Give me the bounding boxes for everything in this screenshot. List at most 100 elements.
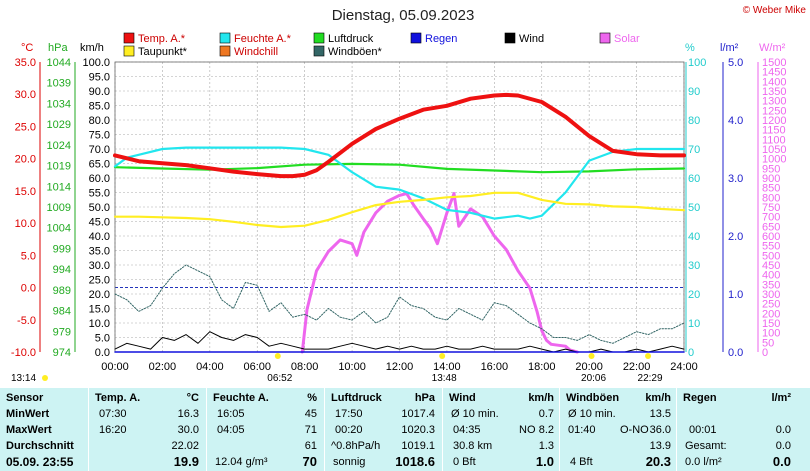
kmh-axis-tick: 40.0 [89,231,110,243]
kmh-axis-tick: 30.0 [89,260,110,272]
kmh-axis-tick: 95.0 [89,72,110,84]
solar-axis-tick: 1400 [762,76,786,88]
hpa-axis-tick: 1034 [47,98,71,110]
rain-axis-tick: 5.0 [728,57,743,69]
solar-axis-tick: 1150 [762,125,786,137]
temp-max-time: 16:20 [99,424,127,436]
marker-icon [274,353,281,359]
temp-min: 16.3 [177,408,199,420]
humidity-absolute: 12.04 g/m³ [215,456,268,468]
kmh-axis-tick: 55.0 [89,188,110,200]
wind-avg: 0.7 [538,408,554,420]
rain-header: Regen [683,392,717,404]
temp-axis-tick: 10.0 [15,218,36,230]
pressure-min: 1017.4 [401,408,435,420]
gusts-current: 20.3 [645,454,671,469]
humidity-unit: % [307,392,317,404]
kmh-axis-tick: 80.0 [89,115,110,127]
legend-label: Feuchte A.* [234,33,292,45]
x-tick-label: 16:00 [481,361,509,373]
rain-axis-tick: 1.0 [728,289,743,301]
wind-max-time: 04:35 [453,424,481,436]
humidity-header: Feuchte A. [213,392,269,404]
temp-axis-tick: 5.0 [21,250,36,262]
pct-axis-tick: 80 [688,115,700,127]
legend-swatch [123,45,135,57]
sensor-header: Sensor [6,392,44,404]
wind-avg-label: Ø 10 min. [451,408,499,420]
humidity-min: 45 [304,408,317,420]
solar-axis-tick: 350 [762,279,780,291]
temp-axis-tick: -10.0 [11,347,36,359]
gusts-unit: km/h [645,392,671,404]
current-datetime: 05.09. 23:55 [6,455,74,469]
solar-axis-tick: 850 [762,183,780,195]
marker-icon [645,353,652,359]
x-tick-label: 10:00 [338,361,366,373]
solar-axis-tick: 450 [762,260,780,272]
solar-axis-tick: 600 [762,231,780,243]
solar-axis-tick: 1200 [762,115,786,127]
pressure-max: 1020.3 [401,424,435,436]
hpa-axis-tick: 989 [53,285,71,297]
rain-today: 0.0 l/m² [685,456,722,468]
statistics-table: Sensor MinWert MaxWert Durchschnitt 05.0… [0,388,810,471]
hpa-axis-tick: 1044 [47,57,71,69]
solar-axis-tick: 150 [762,318,780,330]
temp-header: Temp. A. [95,392,141,404]
solar-axis-tick: 1500 [762,57,786,69]
hpa-axis-tick: 1019 [47,161,71,173]
pct-axis-tick: 70 [688,144,700,156]
gusts-column: Windböen km/h Ø 10 min. 13.5 01:40 O-NO … [559,388,677,471]
solar-axis-tick: 1000 [762,154,786,166]
pressure-min-time: 17:50 [335,408,363,420]
sunrise-label: 06:52 [267,373,292,384]
rain-axis-label: l/m² [720,42,739,54]
legend: Temp. A.* Feuchte A.* Luftdruck Regen Wind So… [123,32,640,58]
hpa-axis-label: hPa [48,42,68,54]
solar-axis-tick: 0 [762,347,768,359]
temp-axis-tick: 30.0 [15,89,36,101]
rain-unit: l/m² [771,392,791,404]
legend-label: Solar [614,33,640,45]
legend-label: Taupunkt* [138,46,188,58]
x-tick-label: 06:00 [243,361,271,373]
wind-max-direction: NO [519,424,536,436]
x-tick-label: 08:00 [291,361,319,373]
humidity-current: 70 [302,454,317,469]
wind-run: 30.8 km [453,440,493,452]
solar-axis-tick: 1350 [762,86,786,98]
wind-header: Wind [449,392,476,404]
kmh-axis-tick: 75.0 [89,130,110,142]
kmh-axis-tick: 0.0 [95,347,110,359]
legend-swatch [504,32,516,44]
hpa-axis-tick: 1024 [47,140,71,152]
solar-axis-tick: 50 [762,337,774,349]
pressure-column: Luftdruck hPa 17:50 1017.4 00:20 1020.3 … [324,388,443,471]
legend-swatch [599,32,611,44]
pct-axis-tick: 10 [688,318,700,330]
solar-axis-tick: 1100 [762,134,786,146]
wind-beaufort: 0 Bft [453,456,476,468]
sun-markers: 13:14 06:52 13:48 20:06 22:29 [11,353,663,384]
gusts-max-direction: O-NO [620,424,649,436]
rain-axis-tick: 4.0 [728,115,743,127]
solar-axis-tick: 250 [762,299,780,311]
legend-swatch [219,45,231,57]
kmh-axis-tick: 45.0 [89,217,110,229]
hpa-axis-tick: 1014 [47,181,71,193]
kmh-axis-label: km/h [80,42,104,54]
x-axis: 00:00 02:00 04:00 06:00 08:00 10:00 12:00 14:00… [101,361,698,373]
x-tick-label: 04:00 [196,361,224,373]
kmh-axis-tick: 10.0 [89,318,110,330]
gusts-beaufort: 4 Bft [570,456,593,468]
wind-day-avg: 1.3 [538,440,554,452]
hpa-axis-tick: 994 [53,264,71,276]
solar-axis-tick: 200 [762,308,780,320]
kmh-axis-tick: 15.0 [89,304,110,316]
pressure-avg: 1019.1 [401,440,435,452]
kmh-axis-tick: 5.0 [95,333,110,345]
legend-label: Wind [519,33,544,45]
pct-axis-label: % [685,42,695,54]
temp-axis-tick: -5.0 [17,315,36,327]
